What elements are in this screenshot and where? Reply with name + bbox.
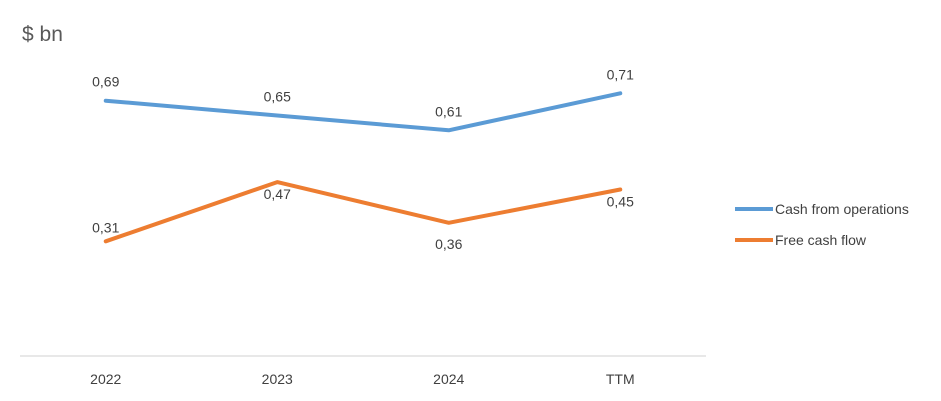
x-tick-label: 2023 xyxy=(262,371,293,387)
data-label: 0,31 xyxy=(92,219,119,235)
data-label: 0,71 xyxy=(607,66,634,82)
data-label: 0,36 xyxy=(435,236,462,252)
legend-label: Cash from operations xyxy=(775,201,909,217)
data-label: 0,47 xyxy=(264,186,291,202)
data-label: 0,61 xyxy=(435,103,462,119)
legend-label: Free cash flow xyxy=(775,232,867,248)
data-labels: 0,69 0,65 0,61 0,71 0,31 0,47 0,36 0,45 xyxy=(92,66,634,252)
data-label: 0,69 xyxy=(92,74,119,90)
x-tick-label: TTM xyxy=(606,371,635,387)
x-tick-label: 2024 xyxy=(433,371,464,387)
data-label: 0,45 xyxy=(607,194,634,210)
series-layer xyxy=(106,93,621,241)
series-line-free-cash-flow xyxy=(106,182,621,241)
data-label: 0,65 xyxy=(264,89,291,105)
x-tick-label: 2022 xyxy=(90,371,121,387)
unit-label: $ bn xyxy=(22,23,63,46)
series-line-cash-from-operations xyxy=(106,93,621,130)
x-axis-ticks: 2022 2023 2024 TTM xyxy=(90,371,634,387)
legend: Cash from operations Free cash flow xyxy=(735,201,909,248)
line-chart: $ bn 2022 2023 2024 TTM 0,69 0,65 0,61 0,71 0,3… xyxy=(0,0,941,401)
